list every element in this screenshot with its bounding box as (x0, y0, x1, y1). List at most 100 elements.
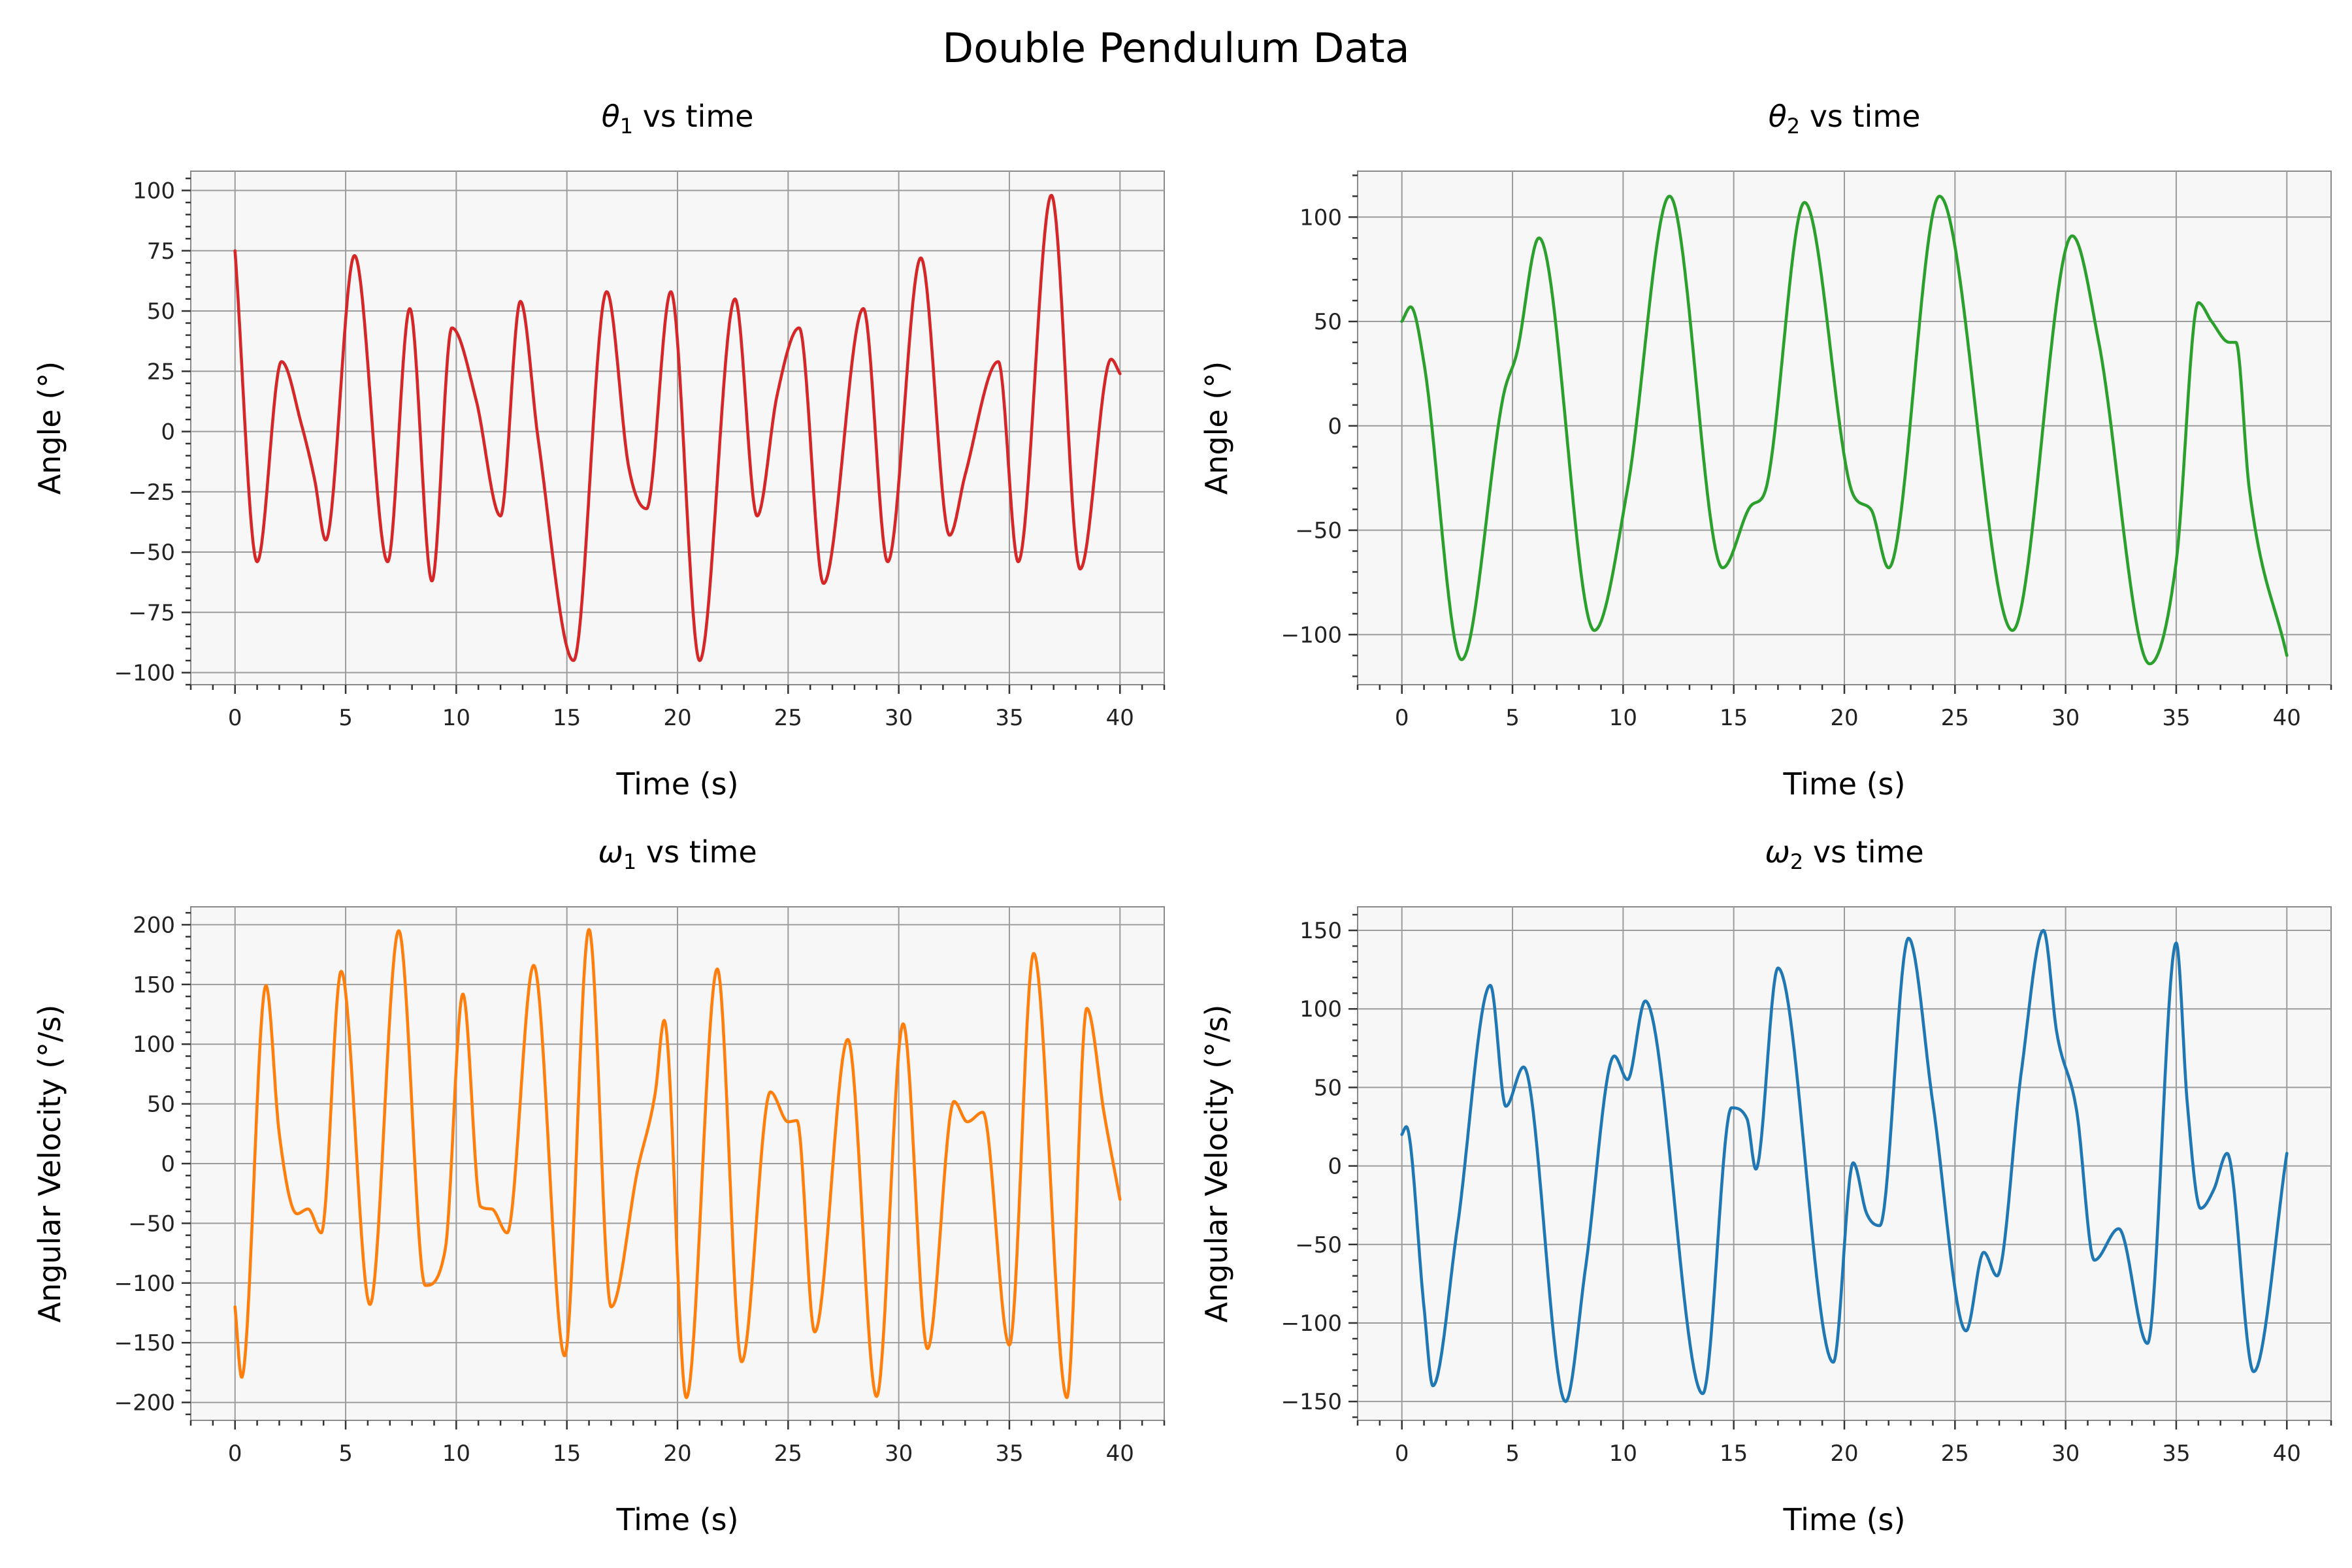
chart-omega2: 0 5 10 15 20 25 30 35 40 −150 −100 −50 0 50 100 150 ω2 v… (1199, 834, 2332, 1537)
x-tick-label: 5 (338, 1441, 353, 1467)
x-tick-label: 10 (1609, 1441, 1637, 1467)
x-axis-label: Time (s) (1782, 1502, 1905, 1537)
y-tick-label: 150 (1299, 918, 1342, 944)
x-tick-label: 30 (2051, 1441, 2080, 1467)
title-symbol: ω (598, 834, 623, 870)
x-tick-label: 25 (774, 705, 802, 731)
y-tick-label: −25 (128, 480, 175, 506)
x-tick-label: 30 (885, 1441, 913, 1467)
x-tick-label: 25 (1941, 1441, 1969, 1467)
y-tick-label: −100 (114, 661, 175, 687)
y-tick-label: 0 (1328, 414, 1342, 440)
chart-theta1: 0 5 10 15 20 25 30 35 40 −100 −75 −50 −25 0 25 50 75 100 θ… (32, 99, 1166, 802)
y-tick-label: 0 (161, 419, 175, 446)
x-tick-label: 20 (1830, 705, 1858, 731)
chart-title-omega1: ω1 vs time (598, 834, 757, 874)
x-tick-label: 15 (553, 1441, 581, 1467)
y-tick-label: 0 (1328, 1154, 1342, 1180)
x-tick-label: 40 (2273, 705, 2301, 731)
title-symbol: θ (1769, 99, 1787, 134)
y-tick-label: −100 (114, 1271, 175, 1297)
series-line-omega2 (1400, 928, 2289, 1403)
y-tick-label: 50 (1314, 1075, 1342, 1101)
y-tick-label: 100 (1299, 204, 1342, 231)
x-tick-label: 10 (442, 1441, 470, 1467)
y-axis-label: Angular Velocity (°/s) (32, 1005, 67, 1323)
x-tick-label: 5 (338, 705, 353, 731)
x-tick-label: 40 (2273, 1441, 2301, 1467)
x-axis-label: Time (s) (1782, 766, 1905, 802)
y-tick-label: 50 (147, 1092, 175, 1118)
y-tick-label: −100 (1281, 622, 1342, 648)
y-tick-label: −100 (1281, 1311, 1342, 1337)
x-tick-label: 25 (1941, 705, 1969, 731)
x-tick-label: 20 (1830, 1441, 1858, 1467)
x-tick-label: 35 (995, 705, 1023, 731)
y-tick-label: 100 (133, 1032, 175, 1058)
y-tick-label: 75 (147, 238, 175, 265)
title-symbol: ω (1765, 834, 1790, 870)
title-subscript: 2 (1787, 114, 1800, 139)
title-text: vs time (1803, 834, 1923, 870)
y-tick-label: −150 (114, 1330, 175, 1356)
y-tick-label: 100 (1299, 996, 1342, 1022)
chart-theta2: 0 5 10 15 20 25 30 35 40 −100 −50 0 50 100 θ2 vs time T… (1199, 99, 2332, 802)
title-subscript: 1 (620, 114, 633, 139)
chart-title-theta2: θ2 vs time (1769, 99, 1921, 139)
y-tick-label: 0 (161, 1151, 175, 1177)
x-tick-label: 15 (553, 705, 581, 731)
y-axis-label: Angular Velocity (°/s) (1199, 1005, 1234, 1323)
y-tick-label: 150 (133, 972, 175, 998)
y-tick-label: 200 (133, 912, 175, 938)
x-axis-label: Time (s) (615, 1502, 738, 1537)
series-line-omega1 (233, 928, 1122, 1399)
y-axis-label: Angle (°) (32, 361, 67, 495)
y-tick-label: −75 (128, 600, 175, 626)
y-tick-label: −200 (114, 1390, 175, 1416)
y-tick-label: −50 (128, 540, 175, 566)
x-tick-label: 35 (2162, 1441, 2190, 1467)
x-tick-label: 20 (663, 1441, 691, 1467)
x-tick-label: 35 (2162, 705, 2190, 731)
series-line-theta2 (1400, 195, 2289, 666)
x-tick-label: 0 (1395, 705, 1409, 731)
x-tick-label: 10 (442, 705, 470, 731)
y-tick-label: 50 (1314, 309, 1342, 335)
x-tick-label: 0 (228, 1441, 242, 1467)
x-tick-label: 5 (1505, 705, 1520, 731)
title-text: vs time (633, 99, 753, 134)
chart-title-omega2: ω2 vs time (1765, 834, 1923, 874)
x-tick-label: 0 (228, 705, 242, 731)
x-tick-label: 40 (1106, 1441, 1134, 1467)
x-tick-label: 35 (995, 1441, 1023, 1467)
y-tick-label: −50 (1295, 1232, 1342, 1258)
x-tick-label: 10 (1609, 705, 1637, 731)
title-subscript: 2 (1790, 849, 1803, 874)
title-text: vs time (636, 834, 757, 870)
x-tick-label: 15 (1720, 1441, 1748, 1467)
x-tick-label: 30 (885, 705, 913, 731)
title-subscript: 1 (623, 849, 636, 874)
chart-title-theta1: θ1 vs time (602, 99, 754, 139)
x-tick-label: 25 (774, 1441, 802, 1467)
y-tick-label: 50 (147, 299, 175, 325)
series-line-theta1 (233, 193, 1122, 662)
x-tick-label: 30 (2051, 705, 2080, 731)
x-tick-label: 40 (1106, 705, 1134, 731)
title-text: vs time (1800, 99, 1920, 134)
x-tick-label: 20 (663, 705, 691, 731)
chart-omega1: 0 5 10 15 20 25 30 35 40 −200 −150 −100 −50 0 50 100 150… (32, 834, 1166, 1537)
x-axis-label: Time (s) (615, 766, 738, 802)
x-tick-label: 15 (1720, 705, 1748, 731)
figure-title: Double Pendulum Data (942, 24, 1409, 72)
y-tick-label: 25 (147, 359, 175, 385)
y-tick-label: −50 (1295, 518, 1342, 544)
x-tick-label: 0 (1395, 1441, 1409, 1467)
y-tick-label: −150 (1281, 1389, 1342, 1415)
x-tick-label: 5 (1505, 1441, 1520, 1467)
y-tick-label: −50 (128, 1211, 175, 1237)
y-axis-label: Angle (°) (1199, 361, 1234, 495)
y-tick-label: 100 (133, 178, 175, 204)
title-symbol: θ (602, 99, 620, 134)
